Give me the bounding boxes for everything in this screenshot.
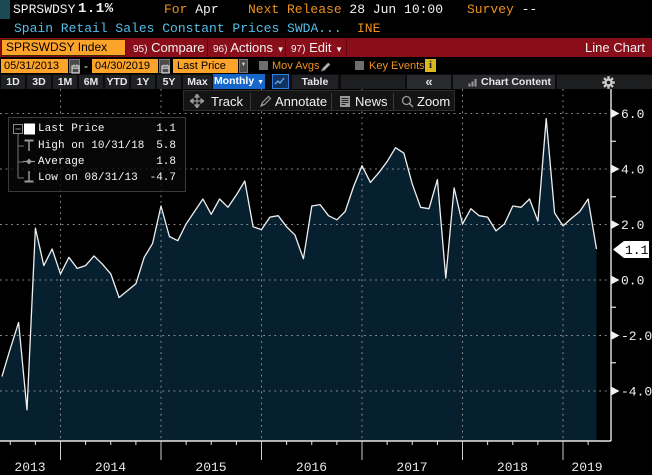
svg-text:0.0: 0.0 bbox=[621, 274, 644, 289]
svg-text:2013: 2013 bbox=[14, 460, 45, 475]
svg-text:2016: 2016 bbox=[296, 460, 327, 475]
svg-text:2018: 2018 bbox=[497, 460, 528, 475]
svg-text:6.0: 6.0 bbox=[621, 107, 644, 122]
svg-text:2017: 2017 bbox=[396, 460, 427, 475]
svg-text:4.0: 4.0 bbox=[621, 163, 644, 178]
svg-text:-2.0: -2.0 bbox=[621, 329, 652, 344]
svg-text:2019: 2019 bbox=[571, 460, 602, 475]
svg-text:2014: 2014 bbox=[95, 460, 126, 475]
svg-text:2.0: 2.0 bbox=[621, 218, 644, 233]
svg-text:2015: 2015 bbox=[195, 460, 226, 475]
svg-text:1.1: 1.1 bbox=[625, 243, 649, 258]
svg-text:-4.0: -4.0 bbox=[621, 385, 652, 400]
